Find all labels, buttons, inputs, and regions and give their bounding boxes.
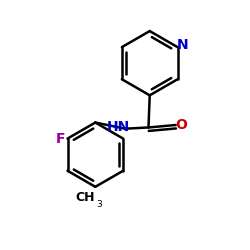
Text: N: N: [177, 38, 189, 52]
Text: CH: CH: [76, 192, 95, 204]
Text: O: O: [175, 118, 187, 132]
Text: F: F: [56, 132, 65, 145]
Text: HN: HN: [106, 120, 130, 134]
Text: 3: 3: [96, 200, 102, 209]
